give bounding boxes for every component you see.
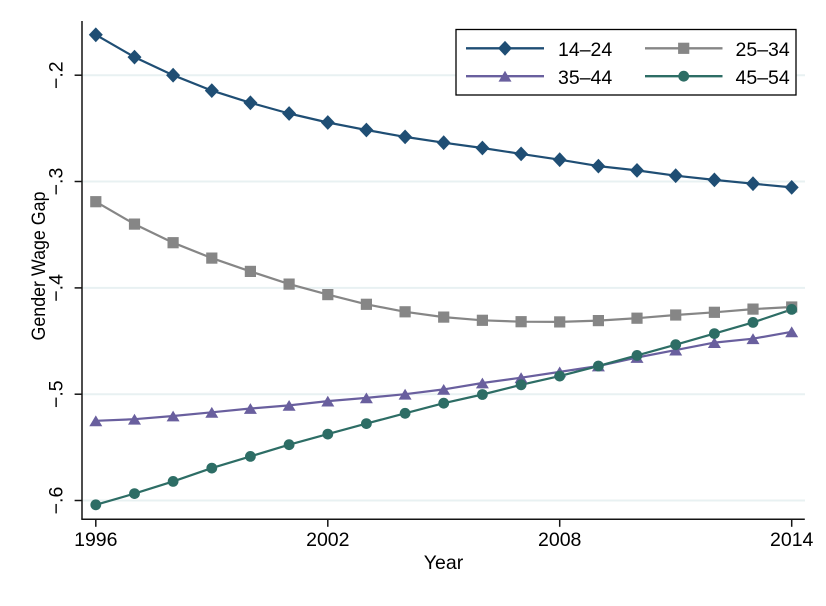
svg-text:Gender Wage Gap: Gender Wage Gap	[28, 191, 50, 340]
svg-text:2002: 2002	[306, 529, 349, 551]
svg-text:1996: 1996	[74, 529, 117, 551]
svg-text:−.6: −.6	[46, 487, 68, 515]
svg-text:Year: Year	[424, 552, 464, 574]
svg-text:−.3: −.3	[46, 168, 68, 196]
svg-text:2008: 2008	[538, 529, 581, 551]
svg-text:14–24: 14–24	[558, 39, 612, 61]
svg-text:25–34: 25–34	[736, 39, 790, 61]
svg-text:−.4: −.4	[46, 274, 68, 302]
svg-text:2014: 2014	[770, 529, 814, 551]
svg-text:−.2: −.2	[46, 61, 68, 89]
svg-text:35–44: 35–44	[558, 67, 612, 89]
svg-text:45–54: 45–54	[736, 67, 790, 89]
svg-text:−.5: −.5	[46, 380, 68, 408]
